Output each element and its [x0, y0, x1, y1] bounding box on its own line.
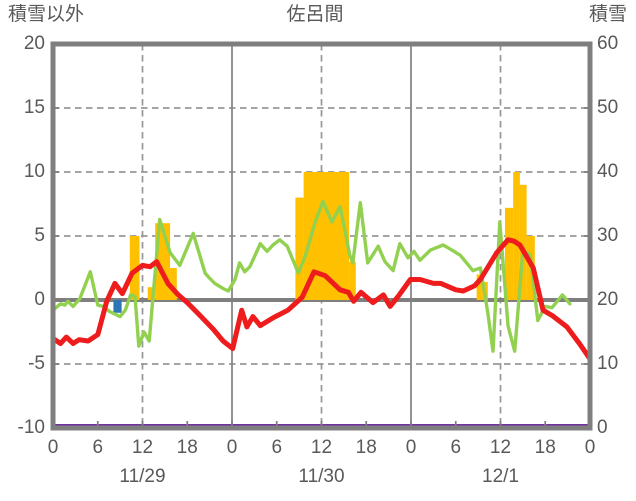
- y-axis-label-right: 20: [597, 289, 619, 310]
- y-axis-label-left: 5: [34, 225, 45, 246]
- snowfall-bars: [513, 172, 520, 300]
- y-axis-label-left: -10: [17, 417, 45, 438]
- snowfall-bars: [504, 207, 514, 300]
- x-axis-hour-label: 0: [405, 437, 417, 458]
- y-axis-label-right: 10: [597, 353, 619, 374]
- y-axis-label-right: 60: [597, 33, 619, 54]
- y-axis-label-left: 20: [23, 33, 45, 54]
- snowfall-bars: [295, 197, 304, 300]
- rain-bar: [113, 300, 122, 313]
- y-axis-label-right: 50: [597, 97, 619, 118]
- x-axis-date-label: 12/1: [482, 466, 519, 487]
- y-axis-label-right: 30: [597, 225, 619, 246]
- chart-title: 佐呂間: [286, 4, 344, 25]
- x-axis-hour-label: 0: [584, 437, 596, 458]
- x-axis-hour-label: 18: [355, 437, 377, 458]
- wind-line: [51, 199, 572, 353]
- x-axis-hour-label: 18: [534, 437, 556, 458]
- x-axis-hour-label: 18: [176, 437, 198, 458]
- y-axis-label-left: 0: [34, 289, 45, 310]
- y-axis-label-left: 10: [23, 161, 45, 182]
- snowfall-bars: [519, 184, 527, 300]
- left-axis-title: 積雪以外: [8, 4, 85, 25]
- x-axis-hour-label: 6: [271, 437, 283, 458]
- snowfall-bars: [129, 236, 140, 300]
- right-axis-title: 積雪: [588, 4, 627, 25]
- y-axis-label-left: -5: [28, 353, 45, 374]
- snowfall-bars: [476, 274, 483, 300]
- x-axis-hour-label: 0: [226, 437, 238, 458]
- y-axis-label-left: 15: [23, 97, 45, 118]
- x-axis-hour-label: 12: [489, 437, 512, 458]
- snowfall-bars: [170, 268, 177, 300]
- x-axis-hour-label: 12: [310, 437, 333, 458]
- x-axis-date-label: 11/30: [298, 466, 345, 487]
- x-axis-hour-label: 0: [47, 437, 59, 458]
- y-axis-label-right: 40: [597, 161, 619, 182]
- x-axis-hour-label: 12: [131, 437, 154, 458]
- x-axis-hour-label: 6: [450, 437, 462, 458]
- x-axis-date-label: 11/29: [119, 466, 166, 487]
- temperature-line: [50, 237, 593, 362]
- x-axis-hour-label: 6: [92, 437, 104, 458]
- snowfall-bars: [349, 261, 356, 300]
- y-axis-label-right: 0: [597, 417, 608, 438]
- snowfall-bars: [147, 287, 156, 300]
